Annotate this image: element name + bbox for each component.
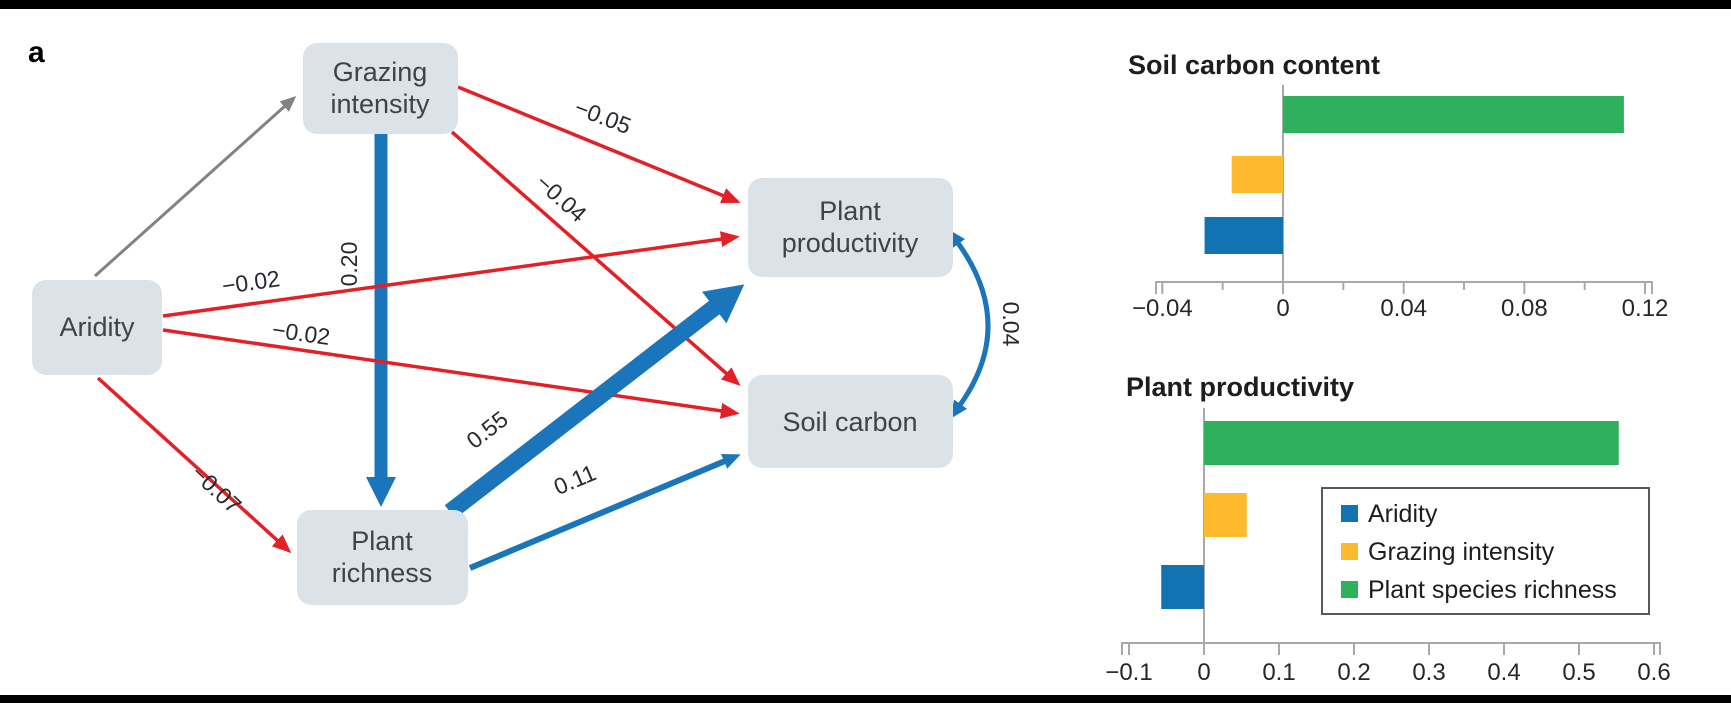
sem-diagram: 0.20 −0.05 −0.04 −0.02 −0.02 −0.07 bbox=[32, 43, 1024, 605]
panel-letter: a bbox=[28, 36, 45, 69]
node-box bbox=[748, 375, 953, 468]
node-aridity: Aridity bbox=[32, 280, 162, 375]
edge-label-m004: −0.04 bbox=[531, 169, 592, 227]
x-axis-tick-label: −0.04 bbox=[1132, 295, 1193, 322]
legend-label-richness: Plant species richness bbox=[1368, 576, 1617, 604]
red-arrow-ar bbox=[96, 376, 292, 554]
edge-grazing-productivity: −0.05 bbox=[457, 85, 741, 204]
legend-box bbox=[1321, 487, 1650, 615]
node-label-line2: intensity bbox=[330, 89, 430, 119]
x-axis-tick-label: 0.12 bbox=[1622, 295, 1669, 322]
edge-label-m005: −0.05 bbox=[571, 94, 635, 139]
node-label-line1: Plant bbox=[819, 196, 881, 226]
node-label-line2: richness bbox=[332, 558, 433, 588]
soil-carbon-chart: −0.04 0 0.04 0.08 0.12 bbox=[1132, 85, 1668, 322]
edge-label-020: 0.20 bbox=[336, 242, 362, 287]
x-axis-tick-label: 0.08 bbox=[1501, 295, 1548, 322]
edge-aridity-soil: −0.02 bbox=[162, 316, 740, 419]
node-plant-richness: Plant richness bbox=[297, 510, 468, 605]
edge-aridity-grazing bbox=[93, 95, 297, 278]
edge-grazing-richness: 0.20 bbox=[336, 134, 396, 507]
x-axis-tick-label: 0.3 bbox=[1412, 659, 1445, 686]
x-axis-tick-label: −0.1 bbox=[1105, 659, 1152, 686]
node-box bbox=[32, 280, 162, 375]
node-label-line2: productivity bbox=[782, 228, 919, 258]
node-label-line1: Plant bbox=[351, 526, 413, 556]
legend-swatch-aridity bbox=[1341, 505, 1358, 522]
node-grazing-intensity: Grazing intensity bbox=[303, 43, 458, 134]
node-label-line1: Grazing bbox=[333, 57, 428, 87]
bar-grazing-intensity bbox=[1204, 493, 1247, 537]
x-axis-tick-label: 0 bbox=[1197, 659, 1210, 686]
edge-label-004: 0.04 bbox=[998, 302, 1024, 347]
x-axis-tick-label: 0 bbox=[1276, 295, 1289, 322]
edge-label-011: 0.11 bbox=[550, 459, 600, 500]
edge-label-m002a: −0.02 bbox=[220, 265, 281, 299]
red-arrow-ap bbox=[162, 231, 740, 318]
red-arrow-gp bbox=[457, 85, 741, 204]
x-axis-tick-label: 0.6 bbox=[1637, 659, 1670, 686]
edge-label-m002b: −0.02 bbox=[270, 316, 331, 350]
x-axis-tick-label: 0.2 bbox=[1337, 659, 1370, 686]
node-plant-productivity: Plant productivity bbox=[748, 178, 953, 277]
top-border bbox=[0, 0, 1731, 9]
edge-aridity-richness: −0.07 bbox=[96, 376, 292, 554]
plant-productivity-chart: −0.1 0 0.1 0.2 0.3 0.4 0.5 0.6 bbox=[1105, 408, 1671, 686]
chart-legend: Aridity Grazing intensity Plant species … bbox=[1321, 487, 1650, 615]
legend-label-grazing: Grazing intensity bbox=[1368, 538, 1555, 566]
node-label: Aridity bbox=[59, 312, 135, 342]
chart-title-soil-carbon: Soil carbon content bbox=[1128, 50, 1380, 80]
node-box bbox=[297, 510, 468, 605]
x-axis-tick-label: 0.5 bbox=[1562, 659, 1595, 686]
edge-label-m007: −0.07 bbox=[186, 460, 246, 519]
blue-double-arrow-004 bbox=[948, 229, 991, 419]
red-arrow-as bbox=[162, 328, 740, 419]
chart-title-plant-productivity: Plant productivity bbox=[1126, 372, 1354, 402]
x-axis-tick-label: 0.04 bbox=[1380, 295, 1427, 322]
gray-arrow bbox=[93, 95, 297, 278]
bottom-border bbox=[0, 695, 1731, 703]
legend-swatch-richness bbox=[1341, 581, 1358, 598]
blue-arrow-055 bbox=[444, 284, 745, 519]
node-label: Soil carbon bbox=[782, 407, 917, 437]
x-axis bbox=[1121, 642, 1661, 655]
blue-arrow-011 bbox=[468, 454, 741, 571]
x-axis-tick-label: 0.4 bbox=[1487, 659, 1520, 686]
bar-grazing-intensity bbox=[1231, 156, 1283, 193]
node-box bbox=[748, 178, 953, 277]
edge-productivity-soil-covariance: 0.04 bbox=[948, 229, 1024, 419]
bar-plant-species-richness bbox=[1204, 421, 1619, 465]
bar-aridity bbox=[1204, 217, 1283, 254]
node-soil-carbon: Soil carbon bbox=[748, 375, 953, 468]
edge-label-055: 0.55 bbox=[461, 406, 512, 454]
bar-plant-species-richness bbox=[1283, 96, 1624, 133]
x-axis-tick-label: 0.1 bbox=[1262, 659, 1295, 686]
edge-aridity-productivity: −0.02 bbox=[162, 231, 740, 318]
legend-swatch-grazing bbox=[1341, 543, 1358, 560]
node-box bbox=[303, 43, 458, 134]
bar-aridity bbox=[1161, 565, 1204, 609]
legend-label-aridity: Aridity bbox=[1368, 500, 1438, 528]
